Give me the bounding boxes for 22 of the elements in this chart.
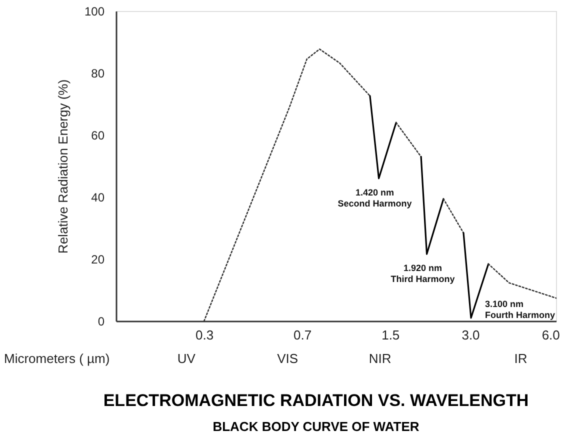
text: UV <box>177 351 196 366</box>
text: BLACK BODY CURVE OF WATER <box>212 419 420 434</box>
text: IR <box>514 351 528 366</box>
annotation: 1.920 nm Third Harmony <box>390 263 455 284</box>
y-tick-label: 100 <box>84 4 105 18</box>
y-tick-label: 80 <box>91 66 105 80</box>
x-tick-label: 0.7 <box>293 328 312 342</box>
x-tick-label: 6.0 <box>542 328 560 342</box>
y-tick-label: 40 <box>91 190 105 204</box>
y-tick-label: 60 <box>91 128 105 142</box>
x-tick-label: 0.3 <box>196 328 214 342</box>
text: NIR <box>368 351 392 366</box>
y-tick-label: 0 <box>98 314 105 328</box>
text: VIS <box>277 351 298 366</box>
x-axis-title: Micrometers ( µm) <box>4 351 110 366</box>
x-tick-label: 1.5 <box>382 328 400 342</box>
y-axis-title: Relative Radiation Energy (%) <box>55 79 70 254</box>
annotation: 1.420 nm Second Harmony <box>338 187 412 208</box>
text: ELECTROMAGNETIC RADIATION VS. WAVELENGTH <box>103 391 529 410</box>
annotation: 3.100 nm Fourth Harmony <box>485 298 556 320</box>
y-tick-label: 20 <box>91 252 105 266</box>
x-tick-label: 3.0 <box>462 328 480 342</box>
